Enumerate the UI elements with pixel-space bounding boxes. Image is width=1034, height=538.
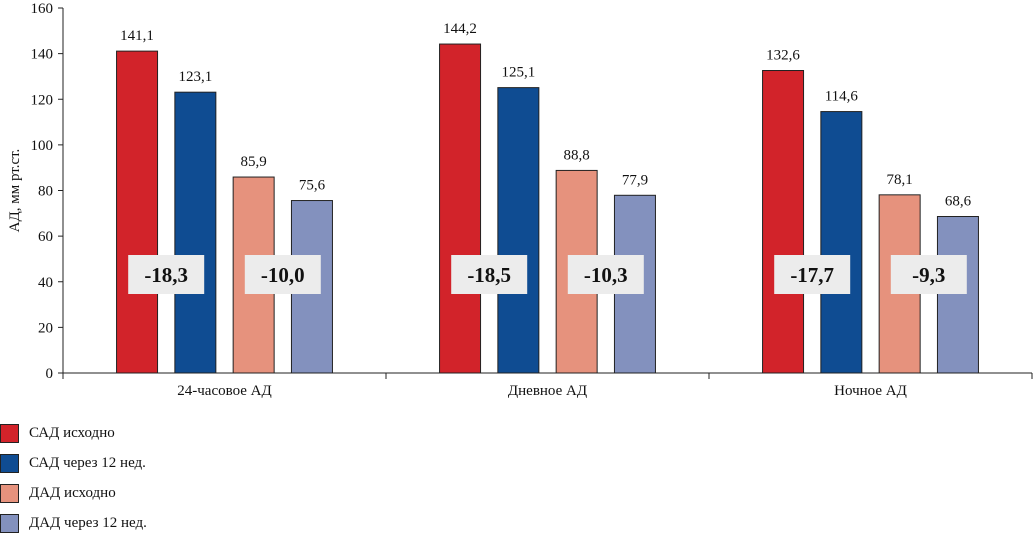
data-label: 125,1 xyxy=(501,65,535,81)
legend-swatch xyxy=(0,483,19,503)
data-label: 123,1 xyxy=(178,69,212,85)
legend-label: САД через 12 нед. xyxy=(29,454,146,471)
legend-swatch xyxy=(0,453,19,473)
data-label: 78,1 xyxy=(887,172,913,188)
x-tick-label: Ночное АД xyxy=(834,383,907,399)
bar xyxy=(439,43,482,374)
y-tick-label: 0 xyxy=(46,366,54,382)
bar xyxy=(762,70,805,374)
difference-box xyxy=(128,255,205,294)
y-tick-label: 40 xyxy=(38,275,53,291)
legend-item-sad-baseline: САД исходно xyxy=(0,418,147,448)
difference-box xyxy=(451,255,528,294)
data-label: 85,9 xyxy=(241,154,267,170)
bar xyxy=(820,111,863,374)
y-tick-label: 60 xyxy=(38,229,53,245)
legend-swatch xyxy=(0,513,19,533)
difference-box xyxy=(244,255,321,294)
legend-label: ДАД через 12 нед. xyxy=(29,514,147,531)
difference-box xyxy=(567,255,644,294)
difference-label: -9,3 xyxy=(912,263,945,287)
bar xyxy=(497,87,540,374)
data-label: 144,2 xyxy=(443,21,477,37)
data-label: 141,1 xyxy=(120,28,154,44)
y-tick-label: 160 xyxy=(31,1,54,17)
bar xyxy=(116,50,159,374)
data-label: 68,6 xyxy=(945,194,972,210)
y-tick-label: 120 xyxy=(31,92,54,108)
difference-label: -10,0 xyxy=(261,263,305,287)
legend-label: САД исходно xyxy=(29,424,115,441)
bar xyxy=(174,91,217,374)
y-tick-label: 20 xyxy=(38,320,53,336)
legend-item-dad-12-weeks: ДАД через 12 нед. xyxy=(0,508,147,538)
difference-label: -18,3 xyxy=(144,263,188,287)
data-label: 114,6 xyxy=(825,89,859,105)
difference-label: -18,5 xyxy=(467,263,511,287)
bar xyxy=(936,216,979,374)
difference-label: -10,3 xyxy=(584,263,628,287)
difference-label: -17,7 xyxy=(790,263,834,287)
y-axis-title: АД, мм рт.ст. xyxy=(7,149,23,233)
legend-label: ДАД исходно xyxy=(29,484,116,501)
legend-item-dad-baseline: ДАД исходно xyxy=(0,478,147,508)
difference-box xyxy=(774,255,851,294)
legend-item-sad-12-weeks: САД через 12 нед. xyxy=(0,448,147,478)
data-label: 88,8 xyxy=(564,147,590,163)
data-label: 77,9 xyxy=(622,172,648,188)
data-label: 75,6 xyxy=(299,178,326,194)
y-tick-label: 100 xyxy=(31,138,54,154)
legend-swatch xyxy=(0,423,19,443)
x-tick-label: 24-часовое АД xyxy=(177,383,272,399)
x-tick-label: Дневное АД xyxy=(508,383,587,399)
difference-box xyxy=(890,255,967,294)
legend: САД исходно САД через 12 нед. ДАД исходн… xyxy=(0,418,147,538)
data-label: 132,6 xyxy=(766,48,800,64)
y-tick-label: 80 xyxy=(38,184,53,200)
y-tick-label: 140 xyxy=(31,47,54,63)
